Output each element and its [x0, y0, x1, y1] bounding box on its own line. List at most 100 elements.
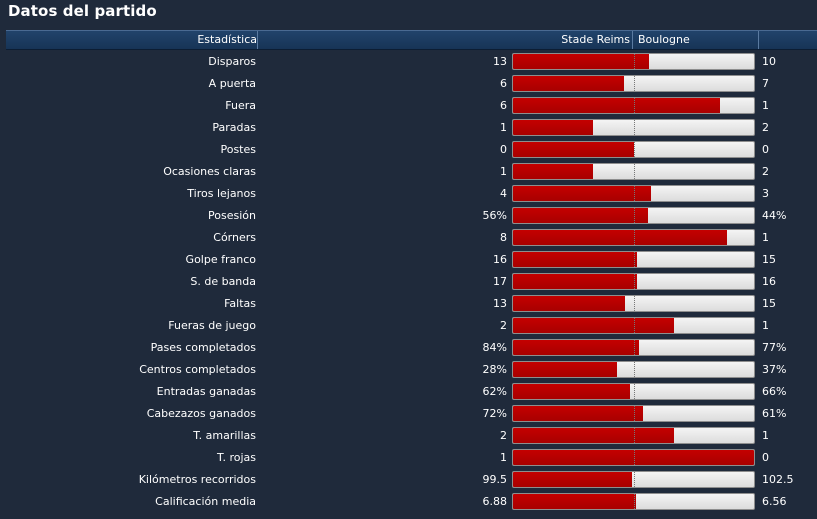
comparison-bar	[512, 97, 755, 114]
column-header-away-team[interactable]: Boulogne	[638, 33, 690, 46]
stat-row: Calificación media 6.88 6.56	[0, 491, 817, 513]
home-value: 6.88	[482, 495, 508, 508]
stat-row: T. rojas 1 0	[0, 447, 817, 469]
stat-row: Golpe franco 16 15	[0, 249, 817, 271]
home-share-fill	[513, 98, 720, 113]
stat-label: Centros completados	[139, 363, 256, 376]
stat-label: Posesión	[208, 209, 256, 222]
home-value: 62%	[482, 385, 507, 398]
home-value: 84%	[482, 341, 507, 354]
bar-midline	[634, 274, 635, 289]
stat-label: Entradas ganadas	[156, 385, 256, 398]
home-share-fill	[513, 252, 637, 267]
bar-midline	[634, 120, 635, 135]
away-value: 77%	[762, 341, 787, 354]
header-divider	[758, 31, 759, 49]
home-share-fill	[513, 164, 593, 179]
stat-label: Tiros lejanos	[187, 187, 256, 200]
away-value: 0	[762, 451, 769, 464]
bar-midline	[634, 318, 635, 333]
away-value: 1	[762, 319, 769, 332]
bar-midline	[634, 428, 635, 443]
stat-row: A puerta 6 7	[0, 73, 817, 95]
bar-midline	[634, 142, 635, 157]
bar-midline	[634, 252, 635, 267]
home-share-fill	[513, 428, 674, 443]
stat-row: Posesión 56% 44%	[0, 205, 817, 227]
home-value: 56%	[482, 209, 507, 222]
page-title: Datos del partido	[8, 2, 157, 20]
home-value: 2	[500, 429, 507, 442]
comparison-bar	[512, 119, 755, 136]
away-value: 1	[762, 429, 769, 442]
stat-row: Tiros lejanos 4 3	[0, 183, 817, 205]
stat-label: Kilómetros recorridos	[138, 473, 256, 486]
stat-label: Calificación media	[155, 495, 256, 508]
stat-label: T. amarillas	[193, 429, 256, 442]
away-value: 6.56	[762, 495, 787, 508]
stats-table-body: Disparos 13 10 A puerta 6 7 Fuera 6 1 Paradas 1 2 Po…	[0, 51, 817, 513]
bar-midline	[634, 230, 635, 245]
away-value: 0	[762, 143, 769, 156]
stat-row: S. de banda 17 16	[0, 271, 817, 293]
stat-label: Fuera	[225, 99, 256, 112]
comparison-bar	[512, 141, 755, 158]
home-value: 0	[500, 143, 507, 156]
stat-label: Ocasiones claras	[163, 165, 256, 178]
away-value: 15	[762, 297, 776, 310]
home-share-fill	[513, 406, 643, 421]
home-value: 13	[493, 55, 507, 68]
bar-midline	[634, 186, 635, 201]
home-value: 28%	[482, 363, 507, 376]
away-value: 2	[762, 121, 769, 134]
stat-row: Fuera 6 1	[0, 95, 817, 117]
comparison-bar	[512, 383, 755, 400]
stat-row: Entradas ganadas 62% 66%	[0, 381, 817, 403]
home-value: 4	[500, 187, 507, 200]
stat-label: A puerta	[208, 77, 256, 90]
home-share-fill	[513, 208, 648, 223]
home-value: 6	[500, 77, 507, 90]
comparison-bar	[512, 405, 755, 422]
away-value: 66%	[762, 385, 787, 398]
stat-row: Pases completados 84% 77%	[0, 337, 817, 359]
home-share-fill	[513, 318, 674, 333]
away-value: 3	[762, 187, 769, 200]
away-value: 7	[762, 77, 769, 90]
home-share-fill	[513, 340, 639, 355]
home-share-fill	[513, 120, 593, 135]
column-header-home-team[interactable]: Stade Reims	[258, 31, 633, 49]
away-value: 102.5	[762, 473, 794, 486]
stat-row: Cabezazos ganados 72% 61%	[0, 403, 817, 425]
home-share-fill	[513, 230, 727, 245]
stat-label: Faltas	[224, 297, 256, 310]
comparison-bar	[512, 449, 755, 466]
bar-midline	[634, 296, 635, 311]
bar-midline	[634, 208, 635, 223]
stat-label: Paradas	[212, 121, 256, 134]
comparison-bar	[512, 361, 755, 378]
comparison-bar	[512, 163, 755, 180]
bar-midline	[634, 384, 635, 399]
comparison-bar	[512, 273, 755, 290]
comparison-bar	[512, 339, 755, 356]
home-share-fill	[513, 142, 634, 157]
home-value: 1	[500, 451, 507, 464]
home-value: 16	[493, 253, 507, 266]
home-share-fill	[513, 274, 637, 289]
bar-midline	[634, 340, 635, 355]
home-value: 1	[500, 121, 507, 134]
away-value: 1	[762, 99, 769, 112]
home-share-fill	[513, 362, 617, 377]
away-value: 1	[762, 231, 769, 244]
stat-label: Disparos	[208, 55, 256, 68]
stat-label: Golpe franco	[185, 253, 256, 266]
stat-label: Fueras de juego	[168, 319, 256, 332]
away-value: 44%	[762, 209, 787, 222]
stat-label: T. rojas	[217, 451, 256, 464]
home-value: 2	[500, 319, 507, 332]
away-value: 15	[762, 253, 776, 266]
home-share-fill	[513, 494, 636, 509]
column-header-statistic[interactable]: Estadística	[6, 31, 258, 49]
stat-label: Postes	[220, 143, 256, 156]
